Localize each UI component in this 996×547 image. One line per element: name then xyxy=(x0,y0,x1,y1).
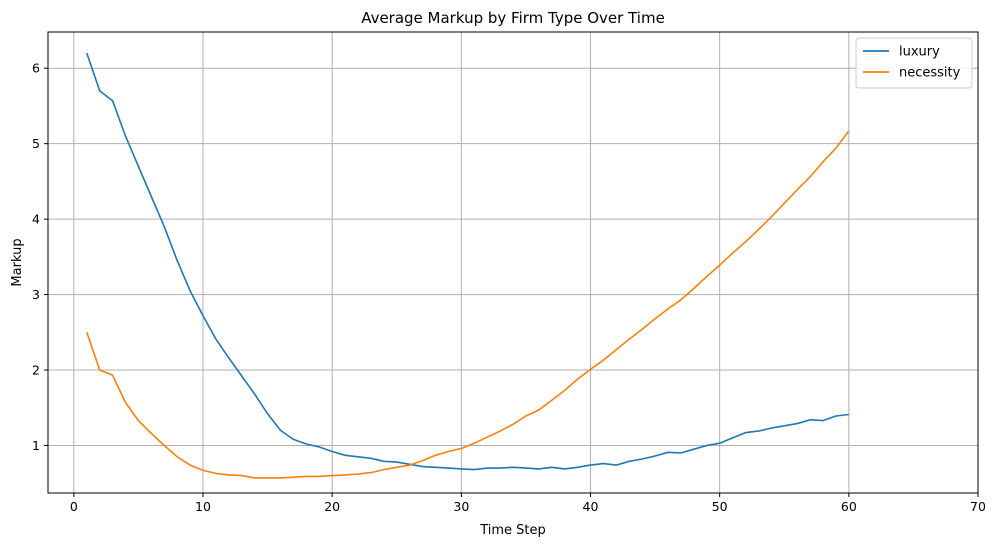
series-line-necessity xyxy=(86,130,850,479)
axis-ticks: 0 10 20 30 40 50 60 70 1 2 3 4 5 6 xyxy=(32,61,986,514)
y-tick-label: 5 xyxy=(32,136,40,151)
x-tick-label: 20 xyxy=(324,499,340,514)
x-tick-label: 70 xyxy=(970,499,986,514)
x-tick-label: 40 xyxy=(583,499,599,514)
legend-label-luxury: luxury xyxy=(899,45,940,60)
x-tick-label: 50 xyxy=(712,499,728,514)
legend-label-necessity: necessity xyxy=(899,66,961,81)
legend: luxury necessity xyxy=(855,37,973,89)
x-tick-label: 60 xyxy=(841,499,857,514)
series-lines xyxy=(86,52,850,479)
y-tick-label: 1 xyxy=(32,438,40,453)
x-tick-label: 30 xyxy=(453,499,469,514)
plot-frame xyxy=(47,31,979,494)
x-tick-label: 0 xyxy=(70,499,78,514)
series-line-luxury xyxy=(86,52,849,471)
chart-title: Average Markup by Firm Type Over Time xyxy=(361,9,665,27)
y-tick-label: 6 xyxy=(32,61,40,76)
y-axis-label: Markup xyxy=(10,238,25,286)
y-tick-label: 3 xyxy=(32,287,40,302)
y-tick-label: 4 xyxy=(32,212,40,227)
x-tick-label: 10 xyxy=(195,499,211,514)
grid xyxy=(48,32,979,493)
y-tick-label: 2 xyxy=(32,363,40,378)
x-axis-label: Time Step xyxy=(479,523,546,538)
